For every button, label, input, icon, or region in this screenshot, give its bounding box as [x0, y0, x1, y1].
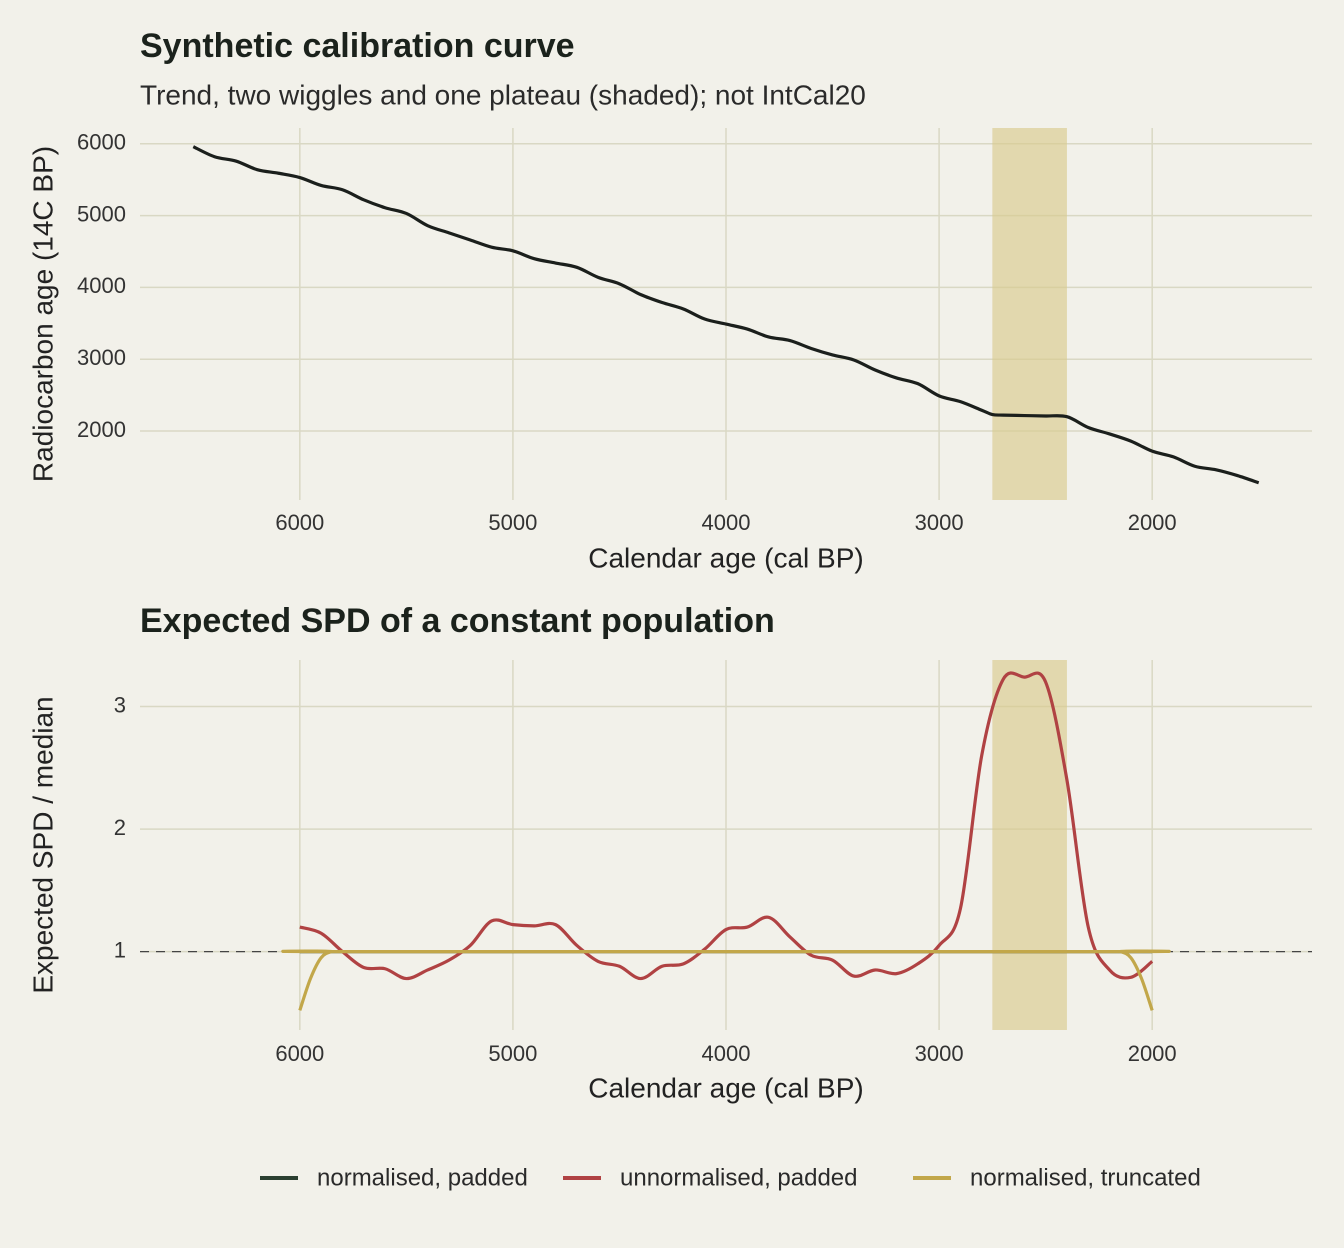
- x-axis-title: Calendar age (cal BP): [588, 542, 863, 573]
- y-axis-title: Expected SPD / median: [27, 696, 58, 993]
- x-tick-label: 4000: [702, 510, 751, 535]
- y-tick-label: 3000: [77, 345, 126, 370]
- y-tick-label: 6000: [77, 130, 126, 155]
- x-axis-title: Calendar age (cal BP): [588, 1072, 863, 1103]
- shaded-region: [992, 128, 1067, 500]
- data-line: [192, 145, 1260, 485]
- x-tick-label: 2000: [1128, 510, 1177, 535]
- y-tick-label: 1: [114, 937, 126, 962]
- data-line: [281, 949, 1171, 1011]
- legend-label: unnormalised, padded: [620, 1164, 858, 1191]
- legend-label: normalised, padded: [317, 1164, 528, 1191]
- y-tick-label: 2000: [77, 417, 126, 442]
- legend-label: normalised, truncated: [970, 1164, 1201, 1191]
- y-tick-label: 4000: [77, 273, 126, 298]
- x-tick-label: 6000: [275, 1041, 324, 1066]
- y-tick-label: 2: [114, 815, 126, 840]
- x-tick-label: 5000: [488, 1041, 537, 1066]
- x-tick-label: 2000: [1128, 1041, 1177, 1066]
- x-tick-label: 3000: [915, 510, 964, 535]
- chart-title: Synthetic calibration curve: [140, 27, 575, 65]
- y-axis-title: Radiocarbon age (14C BP): [27, 146, 58, 482]
- data-line: [299, 671, 1154, 981]
- x-tick-label: 3000: [915, 1041, 964, 1066]
- chart-subtitle: Trend, two wiggles and one plateau (shad…: [140, 79, 866, 110]
- chart-title: Expected SPD of a constant population: [140, 602, 775, 640]
- x-tick-label: 5000: [488, 510, 537, 535]
- y-tick-label: 3: [114, 692, 126, 717]
- x-tick-label: 4000: [702, 1041, 751, 1066]
- y-tick-label: 5000: [77, 201, 126, 226]
- x-tick-label: 6000: [275, 510, 324, 535]
